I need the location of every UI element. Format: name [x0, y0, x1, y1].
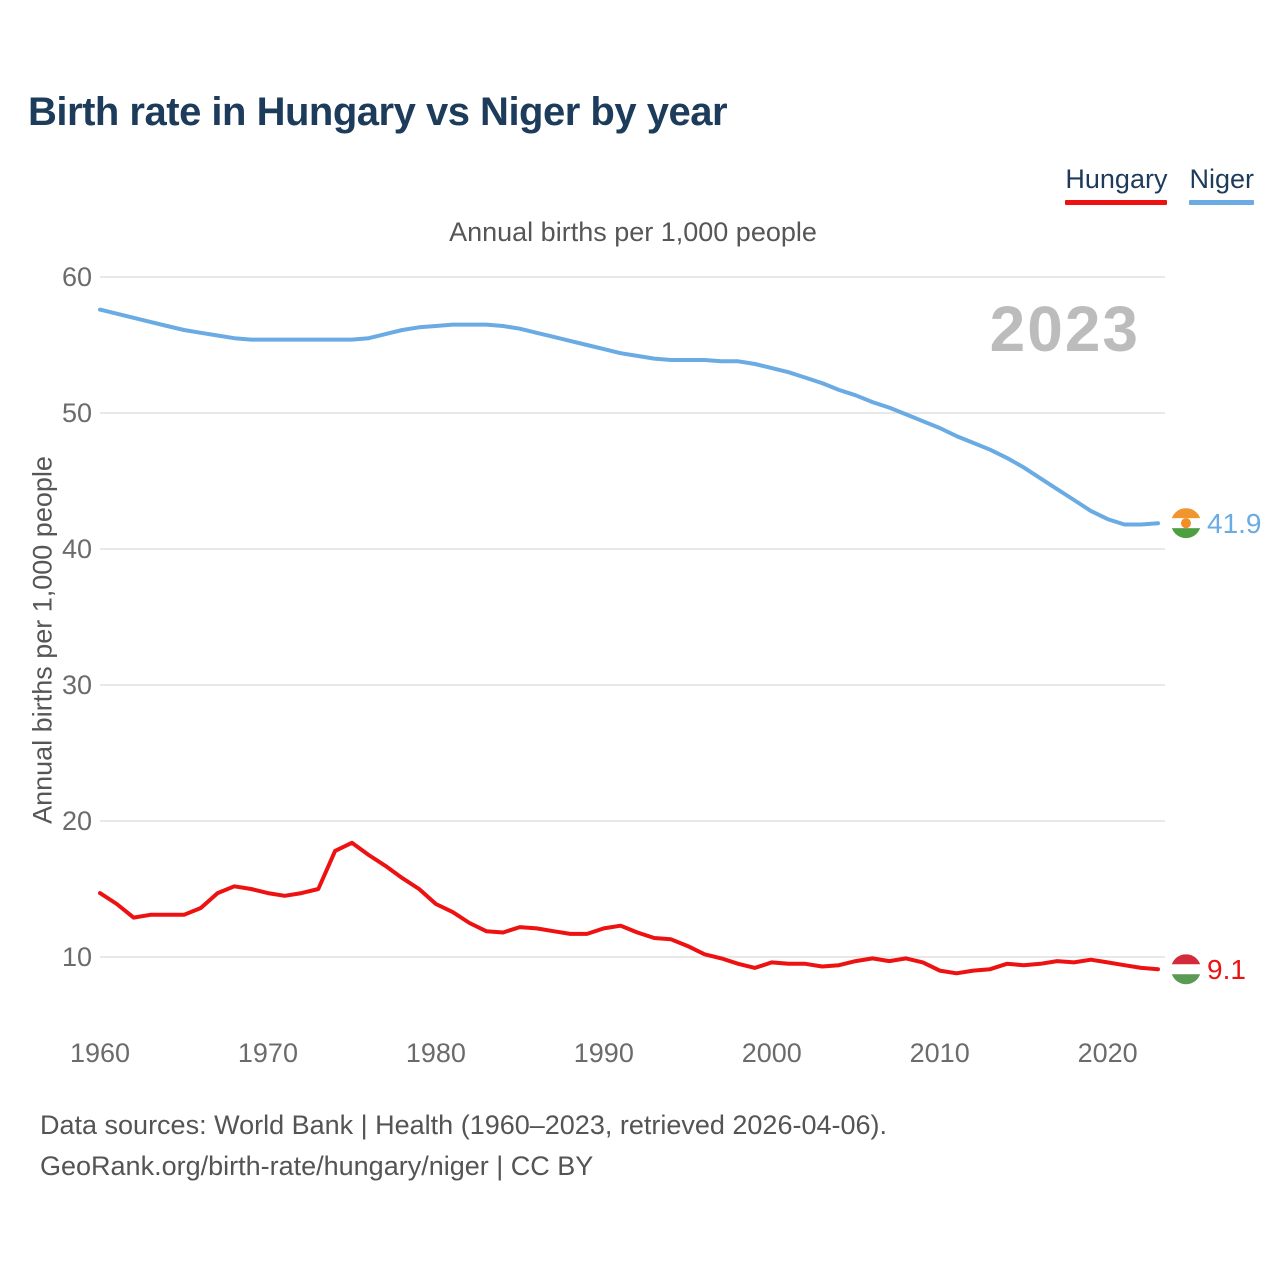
y-tick-label-30: 30: [62, 670, 92, 700]
legend: Hungary Niger: [1065, 164, 1254, 205]
footer-link: GeoRank.org/birth-rate/hungary/niger | C…: [40, 1151, 594, 1181]
year-watermark: 2023: [989, 293, 1140, 365]
x-tick-label-2010: 2010: [910, 1038, 970, 1068]
legend-label-niger: Niger: [1189, 164, 1254, 194]
y-tick-label-50: 50: [62, 398, 92, 428]
niger-flag-dot: [1181, 518, 1191, 529]
niger-line: [98, 307, 1160, 527]
x-tick-label-1970: 1970: [238, 1038, 298, 1068]
x-tick-label-2000: 2000: [742, 1038, 802, 1068]
legend-label-hungary: Hungary: [1065, 164, 1168, 194]
x-tick-label-2020: 2020: [1078, 1038, 1138, 1068]
chart-subtitle: Annual births per 1,000 people: [449, 217, 817, 247]
hungary-value-label: 9.1: [1207, 954, 1246, 985]
y-tick-label-60: 60: [62, 262, 92, 292]
x-tick-label-1980: 1980: [406, 1038, 466, 1068]
niger-flag-stripe: [1171, 508, 1201, 519]
x-tick-label-1960: 1960: [70, 1038, 130, 1068]
hungary-flag-stripe: [1171, 964, 1201, 975]
y-tick-label-10: 10: [62, 942, 92, 972]
legend-underline-hungary: [1065, 200, 1168, 205]
hungary-flag-stripe: [1171, 954, 1201, 965]
hungary-line: [98, 840, 1160, 976]
niger-flag-marker: [1171, 508, 1201, 539]
legend-item-niger[interactable]: Niger: [1189, 164, 1254, 205]
hungary-flag-stripe: [1171, 974, 1201, 985]
y-tick-label-40: 40: [62, 534, 92, 564]
y-tick-label-20: 20: [62, 806, 92, 836]
hungary-flag-marker: [1171, 954, 1201, 985]
page-title: Birth rate in Hungary vs Niger by year: [28, 90, 728, 134]
niger-value-label: 41.9: [1207, 508, 1262, 539]
legend-item-hungary[interactable]: Hungary: [1065, 164, 1168, 205]
footer: Data sources: World Bank | Health (1960–…: [40, 1105, 887, 1187]
legend-underline-niger: [1189, 200, 1254, 205]
x-tick-label-1990: 1990: [574, 1038, 634, 1068]
footer-sources: Data sources: World Bank | Health (1960–…: [40, 1110, 887, 1140]
niger-flag-stripe: [1171, 528, 1201, 539]
